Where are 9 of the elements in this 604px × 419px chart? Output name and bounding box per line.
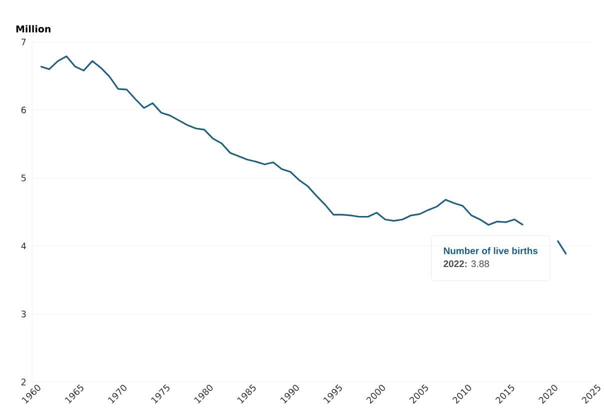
y-axis-title: Million — [16, 25, 50, 32]
text: Number of live births — [444, 247, 538, 254]
annotation: 2022: 3.88 — [444, 260, 490, 268]
y-tick-label: 3 — [21, 310, 26, 318]
y-tick-label: 7 — [22, 38, 26, 46]
y-tick-label: 5 — [21, 174, 26, 182]
y-tick-label: 6 — [21, 106, 26, 114]
y-tick-label: 2 — [21, 378, 26, 386]
y-tick-label: 4 — [21, 242, 26, 250]
